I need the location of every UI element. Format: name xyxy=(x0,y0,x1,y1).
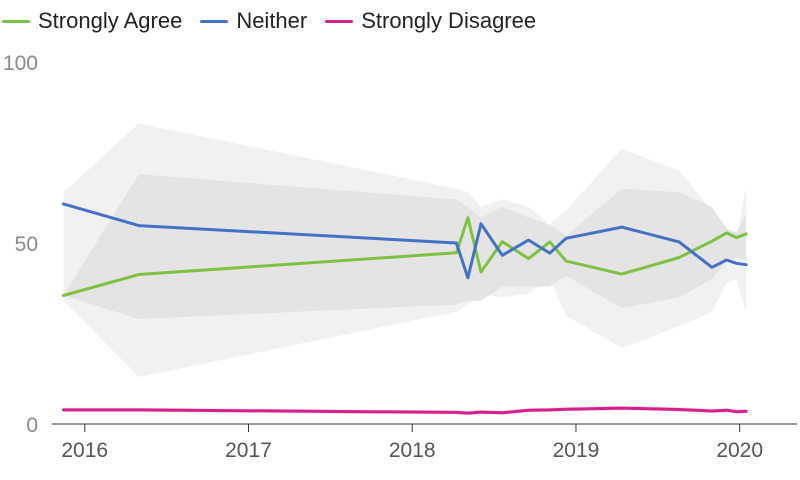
legend-swatch-neither xyxy=(200,19,229,23)
legend-item-strongly-disagree[interactable]: Strongly Disagree xyxy=(325,8,536,34)
series-line-strongly-agree xyxy=(62,216,748,297)
series-line-neither xyxy=(62,202,748,280)
series-line-strongly-disagree xyxy=(62,406,748,415)
y-tick-label: 0 xyxy=(26,414,38,437)
legend-label-strongly-disagree: Strongly Disagree xyxy=(361,8,537,33)
legend-swatch-strongly-agree xyxy=(2,19,30,23)
x-tick-label: 2019 xyxy=(553,439,600,462)
x-tick-label: 2018 xyxy=(389,439,436,462)
x-tick-label: 2017 xyxy=(225,439,272,462)
legend-label-strongly-agree: Strongly Agree xyxy=(38,8,183,33)
x-tick-label: 2020 xyxy=(716,439,763,462)
chart-legend: Strongly Agree Neither Strongly Disagree xyxy=(2,6,554,36)
y-tick-label: 50 xyxy=(15,233,38,256)
legend-item-strongly-agree[interactable]: Strongly Agree xyxy=(2,8,182,34)
legend-swatch-strongly-disagree xyxy=(325,19,354,23)
x-tick-label: 2016 xyxy=(61,439,108,462)
legend-label-neither: Neither xyxy=(236,8,308,33)
y-tick-label: 100 xyxy=(3,52,38,75)
legend-item-neither[interactable]: Neither xyxy=(200,8,307,34)
confidence-band-inner xyxy=(63,174,747,320)
